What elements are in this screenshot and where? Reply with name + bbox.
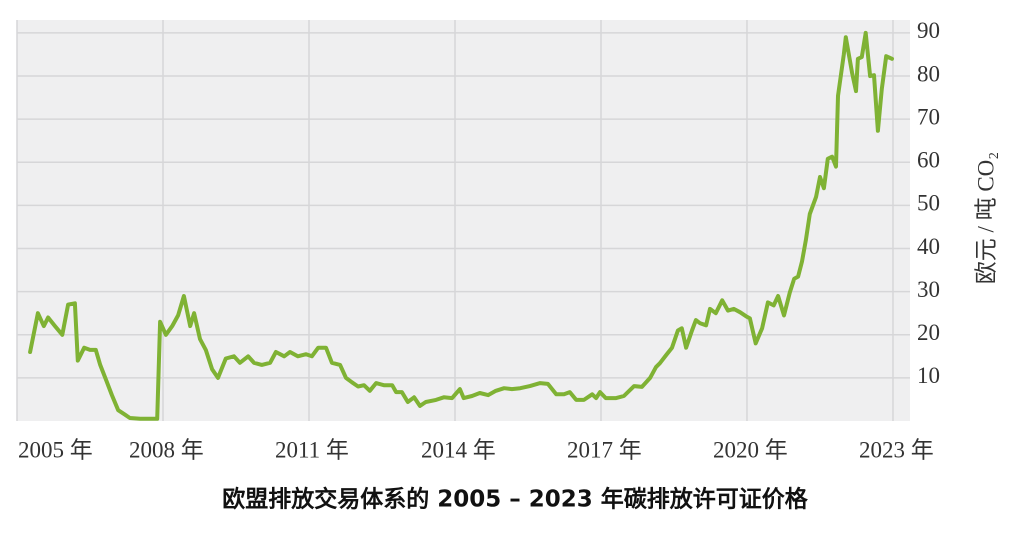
y-tick-label: 40 bbox=[917, 234, 940, 259]
y-tick-label: 10 bbox=[917, 363, 940, 388]
x-tick-label: 2017 年 bbox=[567, 437, 642, 462]
y-tick-label: 30 bbox=[917, 277, 940, 302]
y-tick-label: 20 bbox=[917, 320, 940, 345]
x-tick-label: 2023 年 bbox=[859, 437, 934, 462]
x-tick-label: 2008 年 bbox=[129, 437, 204, 462]
y-tick-label: 50 bbox=[917, 191, 940, 216]
chart-title: 欧盟排放交易体系的 2005 – 2023 年碳排放许可证价格 bbox=[222, 486, 809, 513]
x-tick-label: 2011 年 bbox=[275, 437, 349, 462]
x-tick-label: 2020 年 bbox=[713, 437, 788, 462]
price-line bbox=[28, 30, 894, 421]
y-tick-label: 90 bbox=[917, 18, 940, 43]
y-tick-label: 80 bbox=[917, 61, 940, 86]
x-tick-label: 2014 年 bbox=[421, 437, 496, 462]
x-tick-label: 2005 年 bbox=[18, 437, 93, 462]
y-axis-label: 欧元 / 吨 CO₂ bbox=[973, 152, 998, 285]
plot-background bbox=[17, 20, 910, 421]
y-tick-label: 70 bbox=[917, 104, 940, 129]
y-tick-label: 60 bbox=[917, 148, 940, 173]
